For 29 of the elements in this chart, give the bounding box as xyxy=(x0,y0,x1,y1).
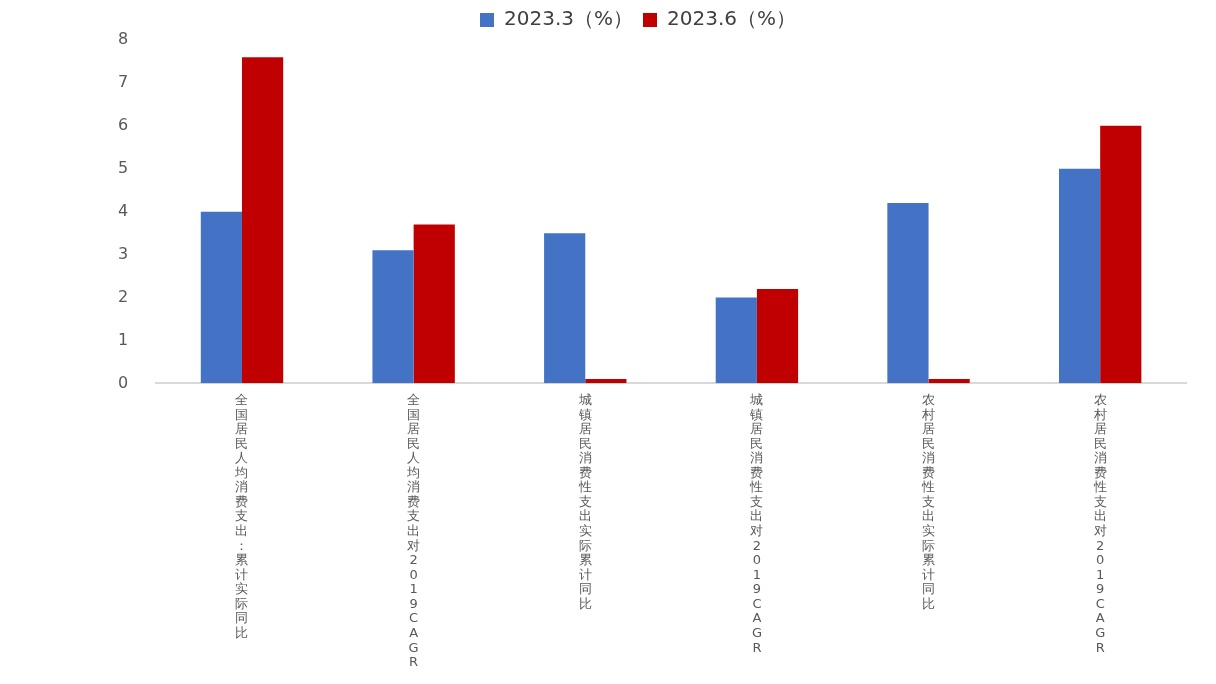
category-label: 全国居民人均消费支出：累计实际同比 xyxy=(235,392,249,640)
category-label: 农村居民消费性支出实际累计同比 xyxy=(922,392,936,611)
bar xyxy=(928,379,970,384)
bar xyxy=(242,57,284,384)
y-tick-label: 7 xyxy=(117,72,129,92)
y-tick-label: 6 xyxy=(117,115,129,134)
bar xyxy=(413,224,455,384)
bar xyxy=(887,203,929,384)
category-label: 全国居民人均消费支出对2019CAGR xyxy=(407,392,421,670)
y-tick-label: 0 xyxy=(117,372,129,392)
bar xyxy=(756,288,799,384)
legend-label: 2023.3（%） xyxy=(504,6,633,31)
y-tick-label: 3 xyxy=(117,243,129,263)
bar xyxy=(585,379,627,384)
bar xyxy=(372,250,414,384)
y-tick-label: 2 xyxy=(117,286,129,306)
bar xyxy=(715,297,757,384)
bar xyxy=(200,211,242,384)
category-label: 城镇居民消费性支出对2019CAGR xyxy=(750,392,764,655)
category-label: 城镇居民消费性支出实际累计同比 xyxy=(578,392,592,611)
bar xyxy=(1100,125,1142,384)
y-tick-label: 1 xyxy=(117,329,129,349)
y-tick-label: 4 xyxy=(117,200,129,220)
legend-label: 2023.6（%） xyxy=(667,6,796,31)
y-tick-label: 8 xyxy=(117,29,129,49)
bar xyxy=(544,233,586,384)
bar xyxy=(1058,168,1101,384)
category-label: 农村居民消费性支出对2019CAGR xyxy=(1093,392,1107,655)
y-tick-label: 5 xyxy=(117,157,129,177)
